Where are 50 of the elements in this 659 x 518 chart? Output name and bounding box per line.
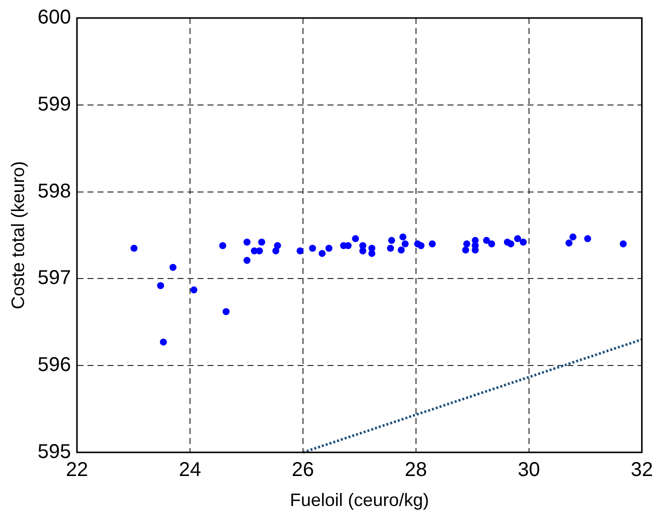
point bbox=[352, 235, 359, 242]
point bbox=[160, 338, 167, 346]
point bbox=[318, 250, 326, 257]
point bbox=[170, 264, 177, 271]
y-tick-label: 596 bbox=[38, 354, 71, 376]
point bbox=[386, 244, 394, 252]
point bbox=[309, 244, 316, 252]
point bbox=[256, 247, 263, 254]
point bbox=[219, 242, 226, 250]
point bbox=[325, 244, 332, 252]
x-tick-label: 30 bbox=[518, 458, 540, 481]
y-axis-title: Coste total (keuro) bbox=[8, 161, 28, 310]
point bbox=[507, 240, 514, 248]
y-tick-label: 598 bbox=[38, 180, 71, 202]
point bbox=[222, 308, 230, 316]
point bbox=[462, 246, 470, 254]
point bbox=[463, 240, 470, 248]
x-tick-label: 28 bbox=[404, 458, 428, 481]
point bbox=[157, 282, 164, 290]
point bbox=[244, 256, 251, 264]
point bbox=[620, 240, 627, 248]
point bbox=[566, 240, 573, 247]
point bbox=[398, 246, 405, 254]
point bbox=[359, 247, 366, 254]
point bbox=[418, 242, 424, 250]
point bbox=[296, 247, 304, 254]
point bbox=[190, 286, 198, 294]
point bbox=[569, 233, 576, 240]
point bbox=[514, 235, 522, 242]
point bbox=[483, 236, 490, 244]
point bbox=[488, 240, 496, 248]
point bbox=[402, 240, 409, 248]
x-axis-title: Fueloil (ceuro/kg) bbox=[290, 490, 429, 510]
y-tick-label: 600 bbox=[38, 6, 71, 29]
point bbox=[272, 247, 280, 254]
point bbox=[258, 238, 266, 246]
y-tick-label: 597 bbox=[38, 267, 71, 290]
x-tick-label: 26 bbox=[292, 458, 314, 481]
x-tick-label: 24 bbox=[178, 458, 202, 481]
x-tick-label: 32 bbox=[630, 458, 653, 481]
point bbox=[388, 236, 396, 244]
point bbox=[428, 240, 436, 248]
point bbox=[368, 250, 376, 257]
point bbox=[130, 244, 138, 252]
point bbox=[344, 242, 352, 250]
point bbox=[520, 238, 527, 246]
point bbox=[244, 238, 251, 246]
point bbox=[399, 233, 406, 240]
point bbox=[584, 235, 592, 242]
y-tick-label: 599 bbox=[38, 93, 71, 116]
